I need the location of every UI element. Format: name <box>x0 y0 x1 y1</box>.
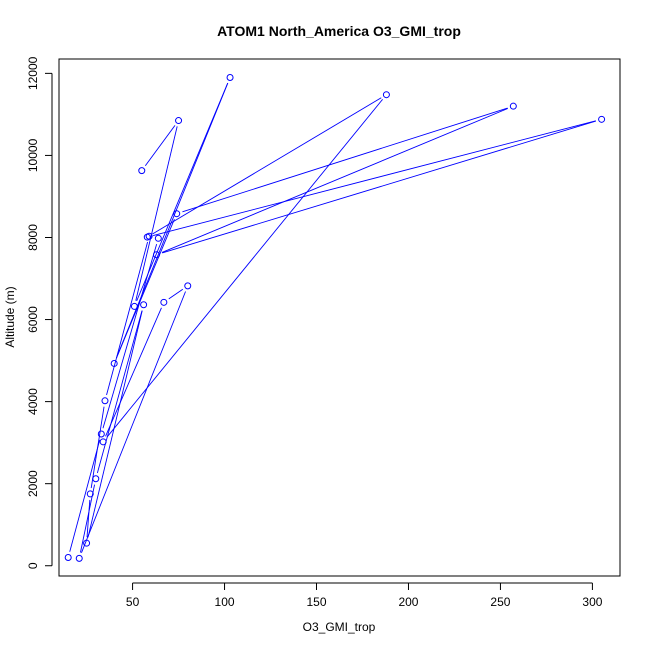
data-point <box>83 539 91 547</box>
series-segment <box>81 291 186 553</box>
data-point <box>140 301 148 309</box>
series-segment <box>105 307 162 437</box>
series-segment <box>116 219 175 359</box>
series-segment <box>168 288 184 300</box>
x-tick-label: 150 <box>306 595 326 609</box>
data-point <box>75 554 83 562</box>
series-segment <box>135 126 178 301</box>
series-segment <box>144 125 176 167</box>
y-tick-label: 6000 <box>26 306 40 333</box>
y-tick-label: 4000 <box>26 388 40 415</box>
data-point <box>110 359 118 367</box>
plot-frame <box>58 58 621 577</box>
series-segment <box>96 310 143 474</box>
series-segment <box>86 499 91 538</box>
x-tick-label: 250 <box>490 595 510 609</box>
series-segment <box>136 82 229 302</box>
data-point <box>598 115 606 123</box>
data-point <box>86 490 94 498</box>
series-segment <box>162 120 596 254</box>
series-segment <box>116 82 229 359</box>
data-point <box>226 73 234 81</box>
y-tick-label: 10000 <box>26 138 40 172</box>
data-point <box>64 554 72 562</box>
series-segment <box>182 107 508 213</box>
x-axis: 50 100 150 200 250 300 <box>126 582 603 609</box>
data-point <box>184 282 192 290</box>
data-point <box>130 302 138 310</box>
x-tick-label: 100 <box>215 595 235 609</box>
data-point <box>175 117 183 125</box>
y-axis: 0 2000 4000 6000 8000 10000 12000 <box>26 56 53 569</box>
series-segment <box>152 120 596 237</box>
series-segment <box>152 97 382 235</box>
chart-title: ATOM1 North_America O3_GMI_trop <box>217 23 461 39</box>
y-tick-label: 8000 <box>26 224 40 251</box>
data-point <box>138 167 146 175</box>
data-point <box>152 251 160 259</box>
data-point <box>160 298 168 306</box>
data-point <box>101 397 109 405</box>
x-tick-label: 200 <box>398 595 418 609</box>
series-layer <box>64 73 606 562</box>
data-point <box>173 210 181 218</box>
data-point <box>97 430 105 438</box>
data-point <box>145 232 153 240</box>
data-point <box>509 102 517 110</box>
y-axis-label: Altitude (m) <box>3 286 17 347</box>
data-point <box>154 234 162 242</box>
y-tick-label: 12000 <box>26 56 40 90</box>
x-tick-label: 50 <box>126 595 140 609</box>
data-point <box>92 475 100 483</box>
series-segment <box>161 108 508 253</box>
series-segment <box>106 241 149 396</box>
data-point <box>382 91 390 99</box>
series-segment <box>102 243 158 429</box>
series-segment <box>106 99 383 438</box>
x-axis-label: O3_GMI_trop <box>303 620 376 634</box>
series-segment <box>87 310 143 538</box>
y-tick-label: 0 <box>26 562 40 569</box>
data-point <box>99 438 107 446</box>
y-tick-label: 2000 <box>26 470 40 497</box>
x-tick-label: 300 <box>582 595 602 609</box>
series-segment <box>69 439 101 552</box>
